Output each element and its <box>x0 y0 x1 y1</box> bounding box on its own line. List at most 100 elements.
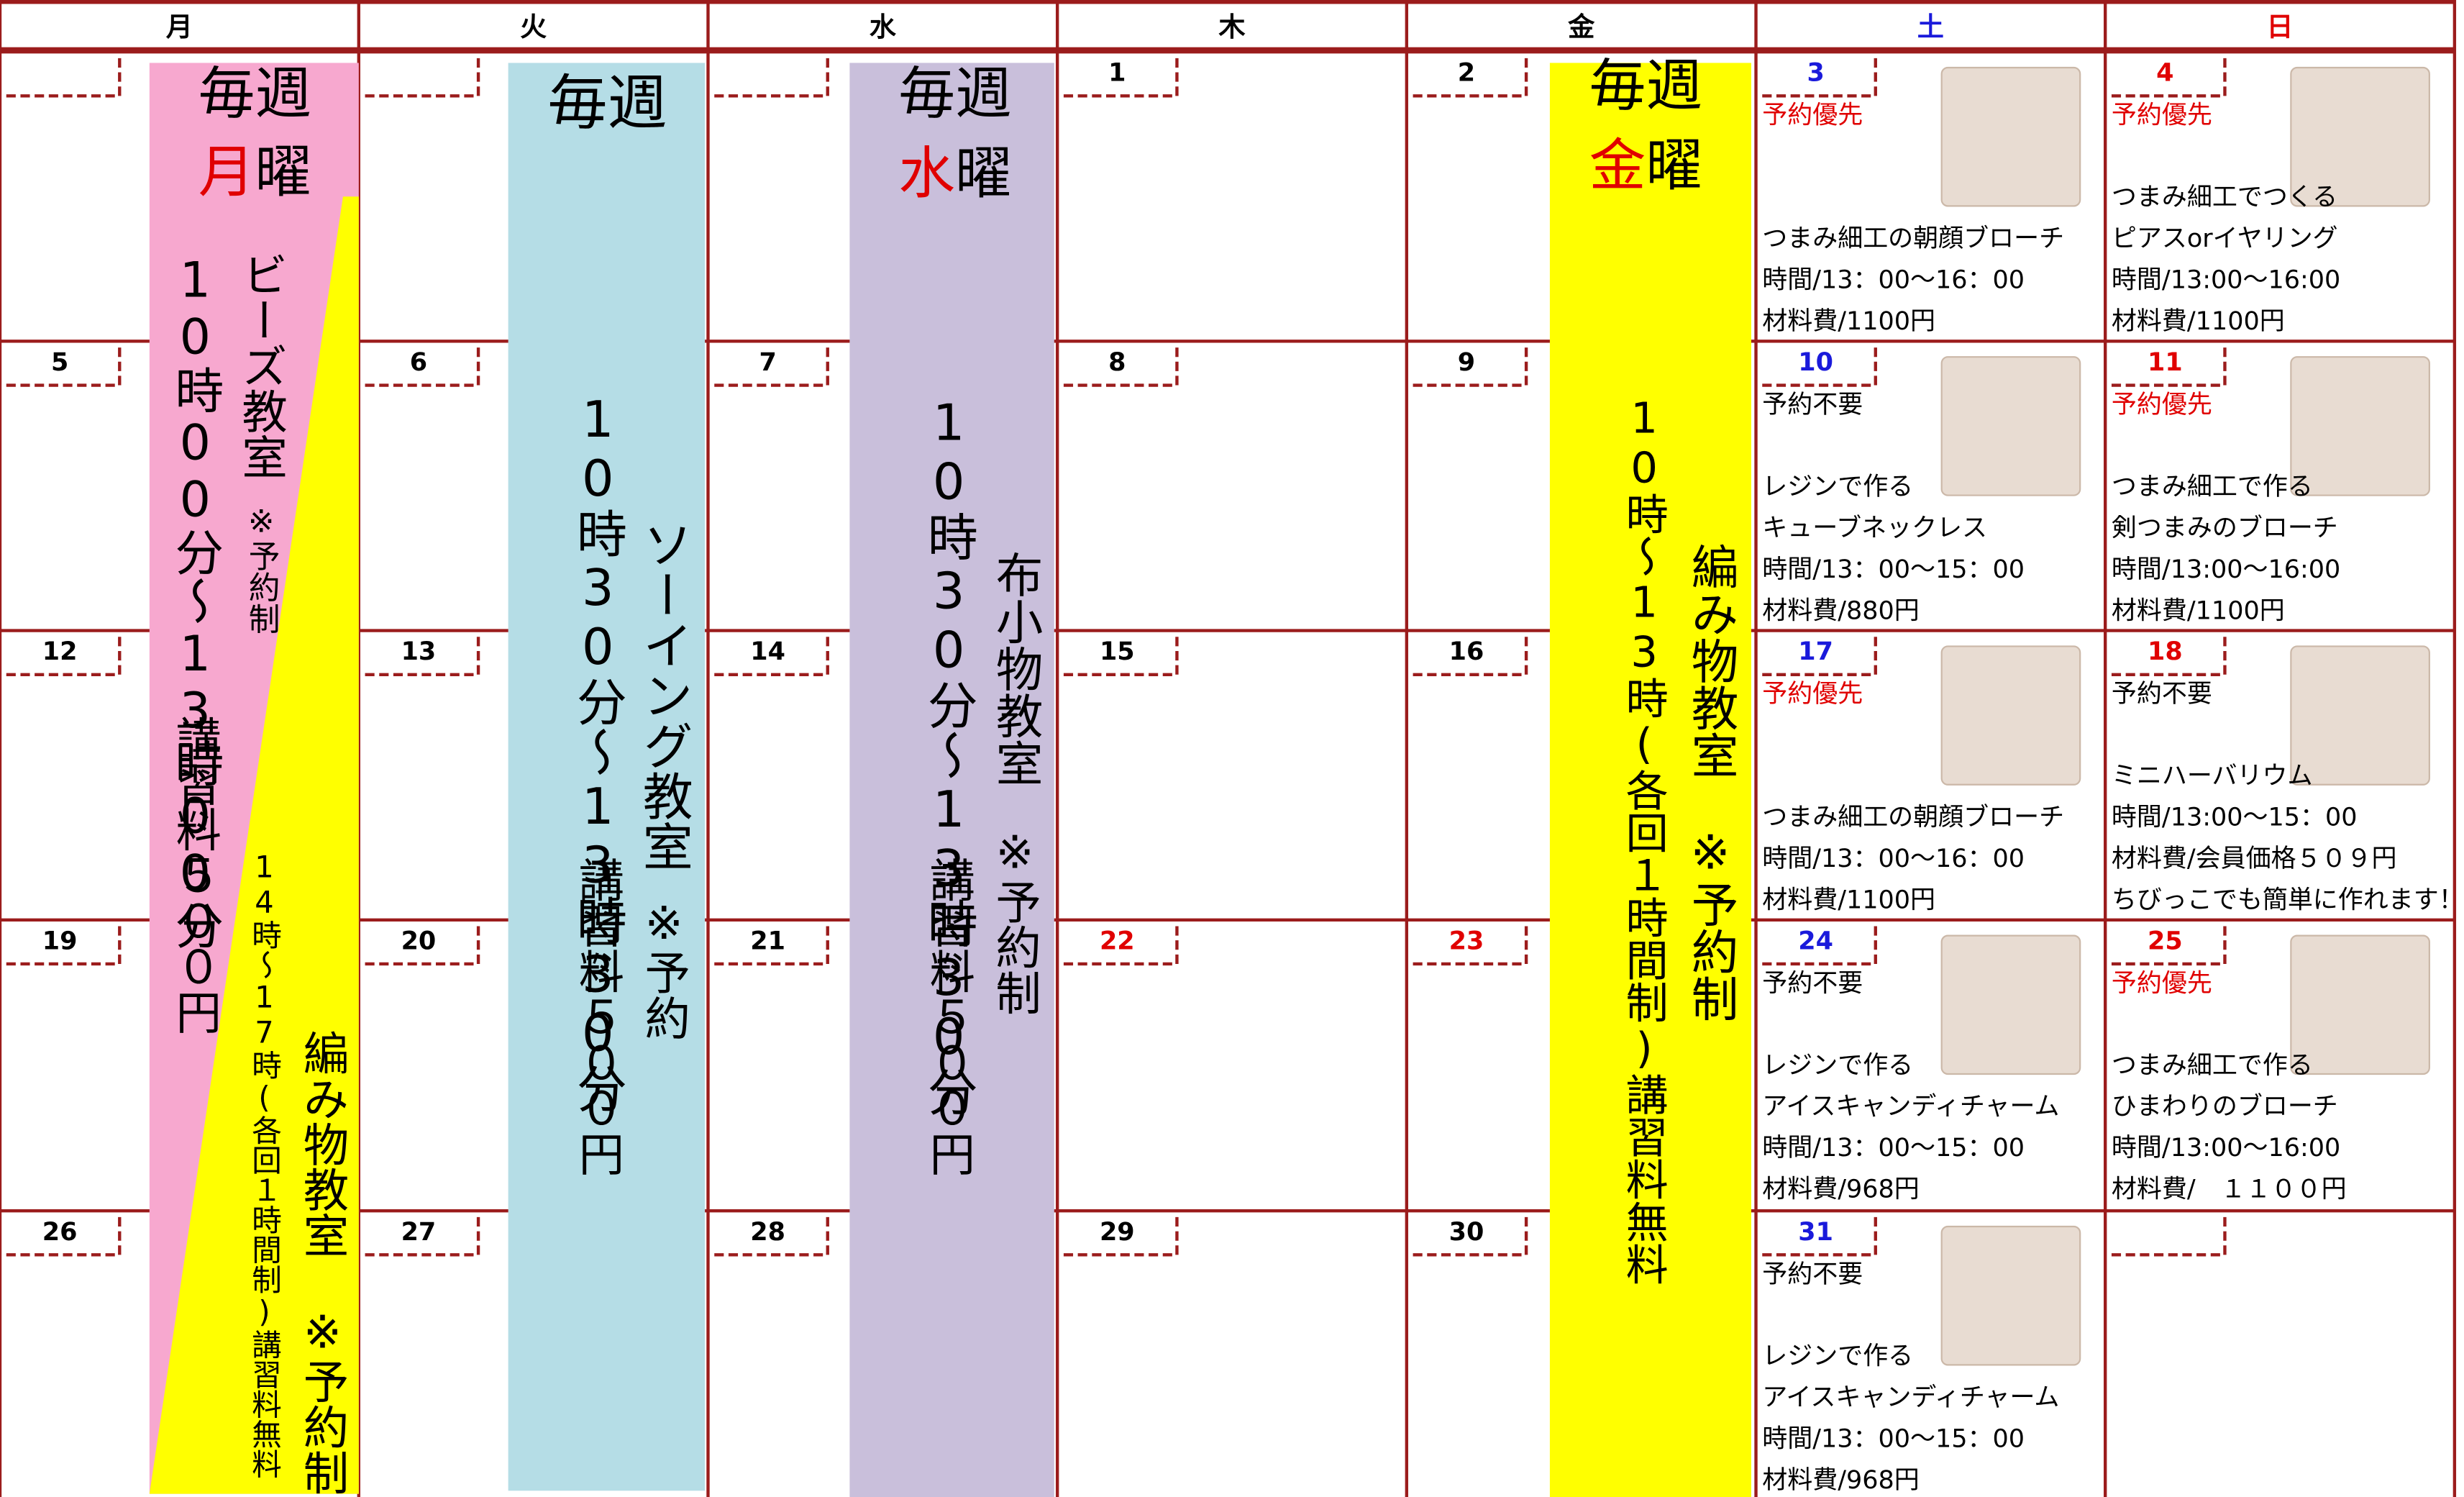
date-box <box>1063 633 1179 676</box>
event-line: 材料費/880円 <box>1762 596 1919 625</box>
class-name: ビーズ教室 <box>234 252 288 480</box>
date-box <box>365 344 480 387</box>
banners: 毎週 月曜 10時00分～13時00分 ビーズ教室 ※予約制 講習料５００円 1… <box>149 53 1751 1497</box>
date: 26 <box>42 1218 78 1247</box>
event-photo <box>1940 645 2081 786</box>
date-box <box>2111 344 2227 387</box>
event-line: 材料費/968円 <box>1762 1175 1919 1204</box>
date-box <box>2111 1214 2227 1257</box>
date-box <box>1063 1214 1179 1257</box>
date-box <box>365 55 480 98</box>
event-line: レジンで作る <box>1762 1342 1913 1371</box>
weekday-suffix: 曜 <box>255 139 311 205</box>
event-note: 予約不要 <box>1762 1260 1863 1289</box>
date: 25 <box>2148 927 2183 955</box>
date-box <box>1762 923 1877 966</box>
event-photo <box>2290 934 2430 1075</box>
date: 17 <box>1798 637 1833 666</box>
date-box <box>6 55 122 98</box>
event-line: 材料費/1100円 <box>1762 307 1935 336</box>
class-name: 編み物教室 <box>1683 542 1738 778</box>
date-box <box>6 1214 122 1257</box>
weekday-kanji: 月 <box>199 139 255 205</box>
weekday: 水曜 <box>898 140 1012 206</box>
date-box <box>1063 55 1179 98</box>
date: 10 <box>1798 348 1833 377</box>
reserve: ※予約制 <box>296 1305 349 1495</box>
date: 29 <box>1100 1218 1135 1247</box>
event-line: アイスキャンディチャーム <box>1762 1383 2059 1412</box>
event-note: 予約優先 <box>2112 101 2212 130</box>
date: 15 <box>1100 637 1135 666</box>
class-time: 10時30分～13時30分 <box>568 390 627 1113</box>
weekday-header: 日 <box>2266 11 2293 42</box>
event-photo <box>1940 934 2081 1075</box>
date: 8 <box>1108 348 1126 377</box>
wednesday-banner <box>849 63 1054 1497</box>
date: 5 <box>51 348 68 377</box>
date: 11 <box>2148 348 2183 377</box>
event-note: 予約不要 <box>2112 680 2212 709</box>
weekly: 毎週 <box>1589 53 1703 119</box>
date-box <box>1413 923 1528 966</box>
weekday-kanji: 金 <box>1589 133 1646 199</box>
event-line: つまみ細工で作る <box>2112 1051 2313 1080</box>
class-name: 布小物教室 <box>987 550 1042 786</box>
fee: 講習料５００円 <box>571 857 624 1176</box>
reserve: ※予約制 <box>1683 826 1738 1022</box>
event-line: 材料費/会員価格５０９円 <box>2112 845 2397 873</box>
date-box <box>2111 633 2227 676</box>
event-photo <box>2290 645 2430 786</box>
class-time: 10時30分～13時30分 <box>919 393 978 1116</box>
date: 1 <box>1108 59 1126 88</box>
friday-banner <box>1549 63 1751 1497</box>
date: 19 <box>42 927 78 955</box>
weekday-header: 火 <box>520 11 547 42</box>
event-line: 材料費/1100円 <box>1762 886 1935 915</box>
event-note: 予約不要 <box>1762 391 1863 419</box>
date-box <box>1413 1214 1528 1257</box>
date-box <box>1762 55 1877 98</box>
event-line: 時間/13：00～15：00 <box>1762 1134 2025 1162</box>
event-line: つまみ細工の朝顔ブローチ <box>1762 804 2064 832</box>
date: 28 <box>750 1218 785 1247</box>
event-line: 時間/13:00～15：00 <box>2112 804 2358 832</box>
date: 12 <box>42 637 78 666</box>
weekday: 月曜 <box>199 139 312 205</box>
fee: 講習料５００円 <box>168 716 222 1035</box>
event-line: ちびっこでも簡単に作れます！ <box>2112 886 2464 915</box>
date-box <box>365 923 480 966</box>
event-line: ひまわりのブローチ <box>2112 1093 2338 1121</box>
date: 21 <box>750 927 785 955</box>
weekly: 毎週 <box>898 60 1012 127</box>
event-line: 時間/13：00～16：00 <box>1762 266 2025 295</box>
reserve: ※予約制 <box>988 826 1041 1016</box>
date: 14 <box>750 637 785 666</box>
date-box <box>365 633 480 676</box>
event-line: 時間/13：00～15：00 <box>1762 555 2025 584</box>
event-note: 予約不要 <box>1762 969 1863 998</box>
weekday-suffix: 曜 <box>955 140 1012 206</box>
class-name: 編み物教室 <box>296 1030 349 1258</box>
event-line: 時間/13：00～15：00 <box>1762 1425 2025 1454</box>
fee: 講習料５００円 <box>922 857 975 1176</box>
event-line: つまみ細工の朝顔ブローチ <box>1762 224 2064 253</box>
event-photo <box>2290 356 2430 496</box>
date: 24 <box>1798 927 1833 955</box>
date: 2 <box>1458 59 1475 88</box>
monday-banner-yellow <box>149 196 359 1494</box>
event-line: レジンで作る <box>1762 473 1913 501</box>
date-box <box>1063 344 1179 387</box>
date: 13 <box>401 637 437 666</box>
event-line: ピアスorイヤリング <box>2112 224 2338 253</box>
date-box <box>1413 55 1528 98</box>
date: 31 <box>1798 1218 1833 1247</box>
date: 7 <box>759 348 776 377</box>
event-photo <box>1940 66 2081 207</box>
event-line: アイスキャンディチャーム <box>1762 1093 2059 1121</box>
event-photo <box>1940 356 2081 496</box>
date: 22 <box>1100 927 1135 955</box>
